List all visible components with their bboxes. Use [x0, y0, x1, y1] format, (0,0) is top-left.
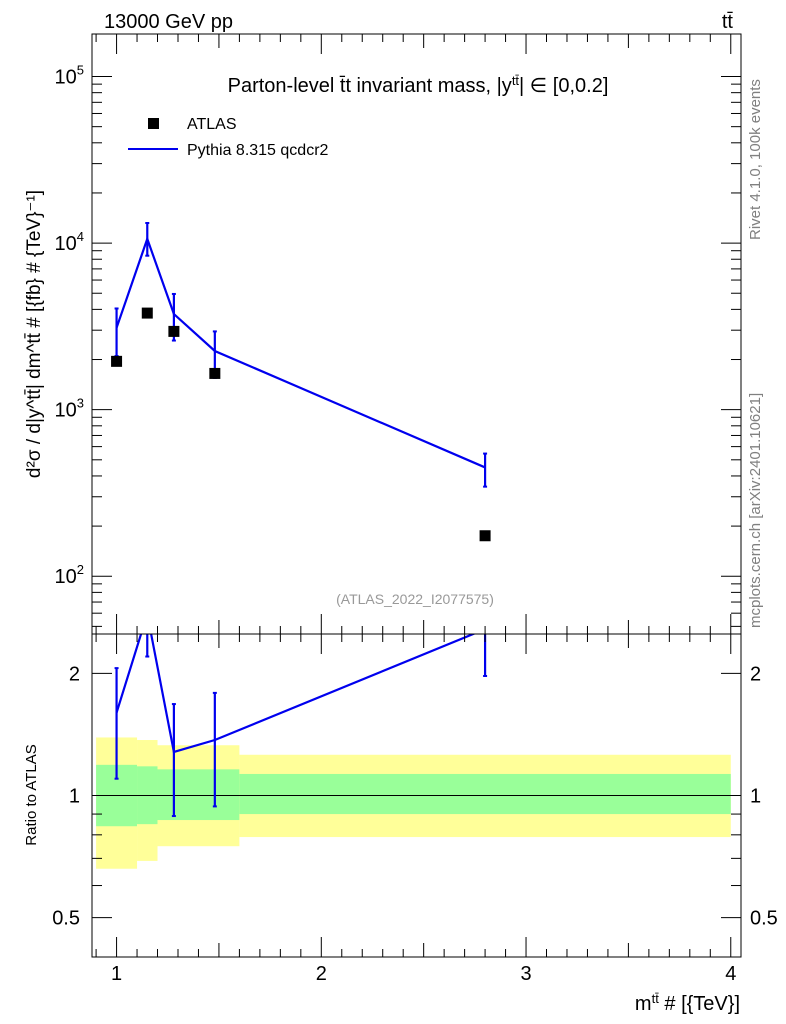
ratio-bands — [92, 737, 741, 869]
ratio-band-inner — [239, 773, 731, 815]
main-y-axis-label: d²σ / d|y^tt̄| dm^tt̄ # [{fb} # {TeV}⁻¹] — [24, 190, 45, 478]
ratio-y-tick-label-right: 1 — [750, 786, 761, 808]
ratio-y-tick-label-left: 2 — [69, 663, 80, 685]
x-axis-label-sup: tt̄ — [652, 991, 660, 1006]
ratio-ticks: 0.5 0.5 1 1 2 2 1 2 3 4 — [52, 634, 778, 985]
ratio-y-tick-label-left: 0.5 — [52, 908, 80, 930]
atlas-data-point — [141, 307, 153, 319]
rivet-version-label: Rivet 4.1.0, 100k events — [747, 79, 764, 240]
legend-atlas-marker — [148, 118, 159, 129]
ratio-y-tick-label-left: 1 — [69, 786, 80, 808]
atlas-data-point — [168, 325, 180, 337]
y-tick-label: 104 — [55, 229, 84, 255]
x-axis-label-main: m — [635, 993, 652, 1015]
chart-title: Parton-level t̄t invariant mass, |ytt̄| … — [228, 73, 609, 98]
analysis-watermark: (ATLAS_2022_I2077575) — [336, 591, 494, 607]
y-tick-label: 103 — [55, 396, 84, 422]
chart-title-main: Parton-level t̄t invariant mass, |y — [228, 75, 512, 97]
y-tick-label-exponent: 4 — [77, 229, 84, 244]
legend-pythia-label: Pythia 8.315 qcdcr2 — [187, 142, 329, 159]
pythia-series-line — [115, 235, 486, 469]
chart-title-sup: tt̄ — [512, 73, 520, 88]
legend-atlas-label: ATLAS — [187, 116, 237, 133]
y-tick-label: 102 — [55, 562, 84, 588]
ratio-y-axis-label: Ratio to ATLAS — [23, 744, 40, 845]
y-tick-label-exponent: 5 — [77, 63, 84, 78]
x-tick-label: 4 — [725, 963, 736, 985]
energy-label: 13000 GeV pp — [104, 11, 233, 33]
source-label: mcplots.cern.ch [arXiv:2401.10621] — [747, 393, 764, 628]
x-tick-label: 2 — [316, 963, 327, 985]
ratio-y-tick-label-right: 0.5 — [750, 908, 778, 930]
ratio-marks — [114, 634, 488, 818]
x-axis-label-suffix: # [{TeV}] — [659, 993, 740, 1015]
x-tick-label: 1 — [111, 963, 122, 985]
atlas-data-point — [209, 367, 221, 379]
main-marks — [111, 222, 491, 542]
legend: ATLAS Pythia 8.315 qcdcr2 — [128, 116, 329, 159]
x-tick-label: 3 — [520, 963, 531, 985]
atlas-data-point — [111, 355, 123, 367]
y-tick-label-base: 10 — [55, 233, 77, 255]
ratio-panel: 0.5 0.5 1 1 2 2 1 2 3 4 Ratio to ATLAS mtt̄ # [{T… — [23, 633, 778, 1016]
atlas-data-point — [479, 530, 491, 542]
y-tick-label-exponent: 2 — [77, 562, 84, 577]
chart-title-suffix: | ∈ [0,0.2] — [519, 75, 608, 97]
ratio-band-inner — [157, 769, 240, 821]
y-tick-label-base: 10 — [55, 566, 77, 588]
process-label: tt̄ — [722, 11, 734, 33]
y-tick-label-base: 10 — [55, 67, 77, 89]
y-tick-label-base: 10 — [55, 400, 77, 422]
x-axis-label: mtt̄ # [{TeV}] — [635, 991, 740, 1016]
y-tick-label: 105 — [55, 63, 84, 89]
y-tick-label-exponent: 3 — [77, 396, 84, 411]
ratio-y-tick-label-right: 2 — [750, 663, 761, 685]
